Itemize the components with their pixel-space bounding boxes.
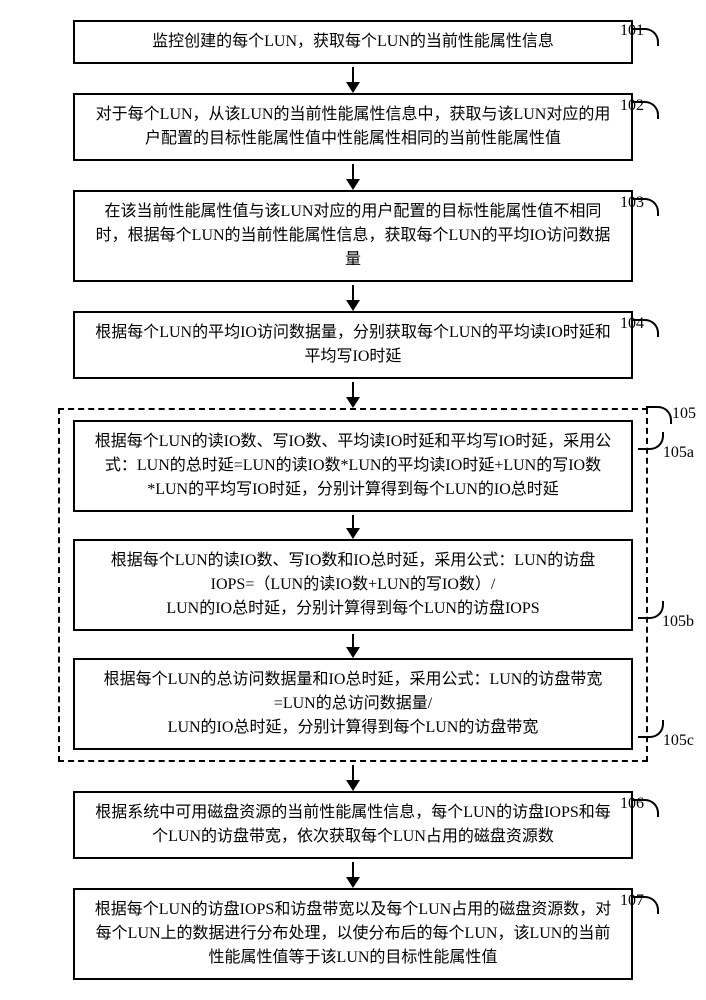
arrow-icon [346, 285, 360, 311]
group-label-105: 105 [672, 405, 696, 423]
step-label-102: 102 [620, 97, 644, 115]
step-label-107: 107 [620, 892, 644, 910]
step-label-106: 106 [620, 795, 644, 813]
step-label-104: 104 [620, 315, 644, 333]
step-box-102: 对于每个LUN，从该LUN的当前性能属性信息中，获取与该LUN对应的用户配置的目… [73, 93, 633, 161]
flowchart-container: 监控创建的每个LUN，获取每个LUN的当前性能属性信息 101 对于每个LUN，… [30, 20, 676, 980]
step-row-102: 对于每个LUN，从该LUN的当前性能属性信息中，获取与该LUN对应的用户配置的目… [30, 93, 676, 161]
step-row-101: 监控创建的每个LUN，获取每个LUN的当前性能属性信息 101 [30, 20, 676, 64]
substep-label-105c: 105c [663, 732, 694, 750]
group-row-105: 105 根据每个LUN的读IO数、写IO数、平均读IO时延和平均写IO时延，采用… [30, 408, 676, 762]
dashed-group-105: 105 根据每个LUN的读IO数、写IO数、平均读IO时延和平均写IO时延，采用… [58, 408, 648, 762]
step-row-107: 根据每个LUN的访盘IOPS和访盘带宽以及每个LUN占用的磁盘资源数，对每个LU… [30, 888, 676, 980]
step-box-101: 监控创建的每个LUN，获取每个LUN的当前性能属性信息 [73, 20, 633, 64]
substep-label-105a: 105a [663, 444, 694, 462]
substep-label-105b: 105b [662, 613, 694, 631]
step-text-106: 根据系统中可用磁盘资源的当前性能属性信息，每个LUN的访盘IOPS和每个LUN的… [95, 804, 611, 845]
arrow-icon [346, 862, 360, 888]
substep-box-105a: 根据每个LUN的读IO数、写IO数、平均读IO时延和平均写IO时延，采用公式：L… [73, 420, 633, 512]
step-label-103: 103 [620, 194, 644, 212]
step-text-102: 对于每个LUN，从该LUN的当前性能属性信息中，获取与该LUN对应的用户配置的目… [96, 106, 611, 147]
step-text-107: 根据每个LUN的访盘IOPS和访盘带宽以及每个LUN占用的磁盘资源数，对每个LU… [95, 901, 611, 966]
substep-text-105b: 根据每个LUN的读IO数、写IO数和IO总时延，采用公式：LUN的访盘IOPS=… [111, 552, 595, 617]
step-row-104: 根据每个LUN的平均IO访问数据量，分别获取每个LUN的平均读IO时延和平均写I… [30, 311, 676, 379]
step-box-103: 在该当前性能属性值与该LUN对应的用户配置的目标性能属性值不相同时，根据每个LU… [73, 190, 633, 282]
arrow-icon [346, 515, 360, 539]
step-label-101: 101 [620, 22, 644, 40]
arrow-icon [346, 67, 360, 93]
substep-box-105c: 根据每个LUN的总访问数据量和IO总时延，采用公式：LUN的访盘带宽=LUN的总… [73, 658, 633, 750]
step-row-103: 在该当前性能属性值与该LUN对应的用户配置的目标性能属性值不相同时，根据每个LU… [30, 190, 676, 282]
arrow-icon [346, 164, 360, 190]
step-text-103: 在该当前性能属性值与该LUN对应的用户配置的目标性能属性值不相同时，根据每个LU… [96, 203, 611, 268]
step-box-104: 根据每个LUN的平均IO访问数据量，分别获取每个LUN的平均读IO时延和平均写I… [73, 311, 633, 379]
step-text-101: 监控创建的每个LUN，获取每个LUN的当前性能属性信息 [152, 33, 554, 50]
arrow-icon [346, 765, 360, 791]
substep-box-105b: 根据每个LUN的读IO数、写IO数和IO总时延，采用公式：LUN的访盘IOPS=… [73, 539, 633, 631]
step-row-106: 根据系统中可用磁盘资源的当前性能属性信息，每个LUN的访盘IOPS和每个LUN的… [30, 791, 676, 859]
substep-text-105c: 根据每个LUN的总访问数据量和IO总时延，采用公式：LUN的访盘带宽=LUN的总… [104, 671, 603, 736]
step-box-106: 根据系统中可用磁盘资源的当前性能属性信息，每个LUN的访盘IOPS和每个LUN的… [73, 791, 633, 859]
substep-text-105a: 根据每个LUN的读IO数、写IO数、平均读IO时延和平均写IO时延，采用公式：L… [95, 433, 611, 498]
arrow-icon [346, 382, 360, 408]
step-box-107: 根据每个LUN的访盘IOPS和访盘带宽以及每个LUN占用的磁盘资源数，对每个LU… [73, 888, 633, 980]
arrow-icon [346, 634, 360, 658]
step-text-104: 根据每个LUN的平均IO访问数据量，分别获取每个LUN的平均读IO时延和平均写I… [95, 324, 611, 365]
